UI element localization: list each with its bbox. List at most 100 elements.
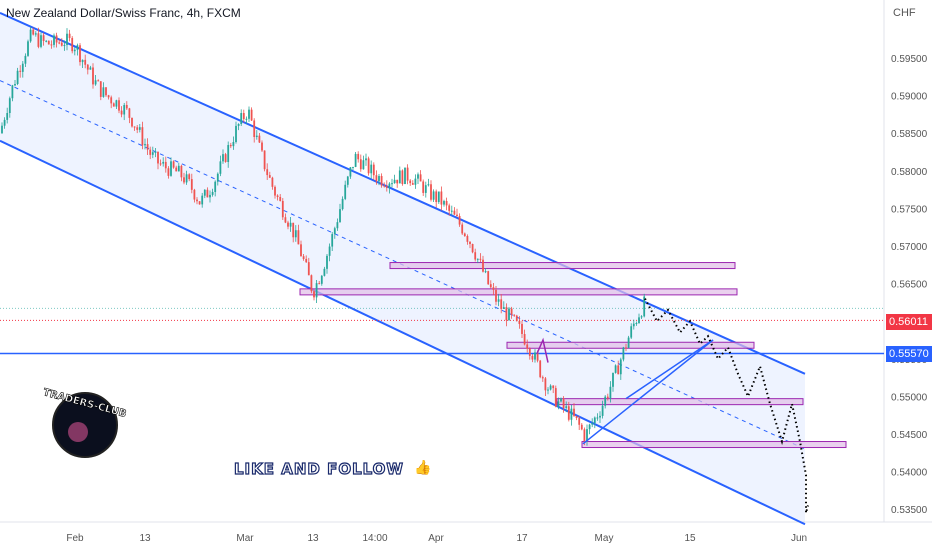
candle-body — [141, 127, 144, 146]
candle-body — [37, 33, 40, 47]
candle-body — [487, 271, 490, 285]
candle-body — [339, 209, 341, 223]
candle-body — [21, 63, 24, 72]
y-tick-label: 0.53500 — [891, 505, 928, 516]
candle-body — [196, 199, 198, 202]
candle-body — [118, 100, 120, 111]
symbol-title: New Zealand Dollar/Swiss Franc, 4h, FXCM — [6, 6, 241, 20]
sr-zone — [556, 398, 804, 406]
candle-body — [125, 104, 128, 109]
candle-body — [11, 85, 14, 99]
candle-body — [469, 241, 471, 245]
candle-body — [578, 418, 581, 425]
candle-body — [534, 352, 536, 360]
candle-body — [84, 59, 87, 65]
candle-body — [484, 271, 487, 273]
triangle-lower-line — [625, 339, 714, 400]
candle-body — [16, 70, 19, 85]
candle-body — [164, 161, 167, 169]
candle-body — [448, 205, 451, 211]
candle-body — [276, 195, 279, 197]
candle-body — [349, 167, 352, 177]
candle-body — [570, 408, 573, 420]
candle-body — [81, 59, 84, 63]
candle-body — [383, 185, 386, 187]
candle-body — [292, 222, 295, 238]
candle-body — [619, 359, 622, 375]
candle-body — [297, 230, 300, 245]
candle-body — [362, 160, 365, 170]
candle-body — [110, 97, 113, 104]
candle-body — [294, 230, 297, 238]
candle-body — [162, 161, 165, 164]
candle-body — [604, 396, 607, 406]
candle-body — [274, 186, 276, 196]
candle-body — [302, 256, 305, 259]
candle-body — [567, 406, 570, 420]
candle-body — [482, 259, 484, 272]
candle-body — [133, 126, 136, 128]
candle-body — [513, 314, 516, 316]
candle-body — [565, 406, 568, 408]
candle-body — [60, 42, 63, 46]
candle-body — [79, 45, 81, 63]
triangle-support-line — [582, 339, 714, 445]
candle-body — [115, 100, 118, 107]
candle-body — [476, 258, 479, 260]
candle-body — [378, 176, 380, 182]
candle-body — [523, 333, 526, 345]
candle-body — [409, 180, 412, 184]
candle-body — [502, 307, 505, 309]
candle-body — [258, 135, 261, 143]
candle-body — [427, 184, 430, 186]
candle-body — [89, 67, 92, 70]
candle-body — [635, 323, 638, 325]
x-tick-label: 13 — [307, 533, 319, 544]
candle-body — [593, 417, 596, 424]
like-and-follow-text: LIKE AND FOLLOW — [233, 459, 404, 478]
y-tick-label: 0.58000 — [891, 167, 928, 178]
candle-body — [630, 326, 633, 338]
candle-body — [40, 35, 42, 47]
candle-body — [640, 316, 643, 318]
candle-body — [94, 80, 97, 85]
candle-body — [242, 113, 245, 120]
y-tick-label: 0.58500 — [891, 129, 928, 140]
candle-body — [318, 283, 321, 285]
candle-body — [500, 299, 503, 309]
candle-body — [151, 152, 154, 155]
candle-body — [352, 166, 354, 168]
candle-body — [250, 109, 253, 121]
candle-body — [240, 113, 243, 125]
candle-body — [149, 149, 152, 155]
candle-body — [105, 87, 107, 96]
candle-body — [471, 244, 474, 253]
candle-body — [177, 165, 180, 172]
candle-body — [24, 55, 27, 64]
candle-body — [97, 80, 100, 82]
candle-body — [328, 246, 331, 256]
candle-body — [63, 45, 66, 47]
candle-body — [461, 224, 464, 234]
candle-body — [55, 35, 58, 43]
candle-body — [393, 179, 396, 184]
candle-body — [541, 377, 544, 379]
candle-body — [365, 158, 367, 161]
candle-body — [214, 181, 217, 192]
line-price-label: 0.55570 — [886, 346, 932, 362]
candle-body — [437, 191, 440, 203]
candle-body — [560, 398, 562, 402]
y-tick-label: 0.59000 — [891, 92, 928, 103]
candle-body — [198, 201, 201, 205]
candle-body — [396, 179, 399, 184]
candle-body — [190, 179, 193, 190]
candle-body — [224, 154, 227, 163]
candle-body — [638, 317, 640, 324]
candle-body — [385, 186, 388, 188]
candle-body — [404, 167, 406, 185]
candle-body — [596, 417, 599, 419]
candle-body — [32, 29, 35, 35]
candle-body — [391, 183, 393, 185]
